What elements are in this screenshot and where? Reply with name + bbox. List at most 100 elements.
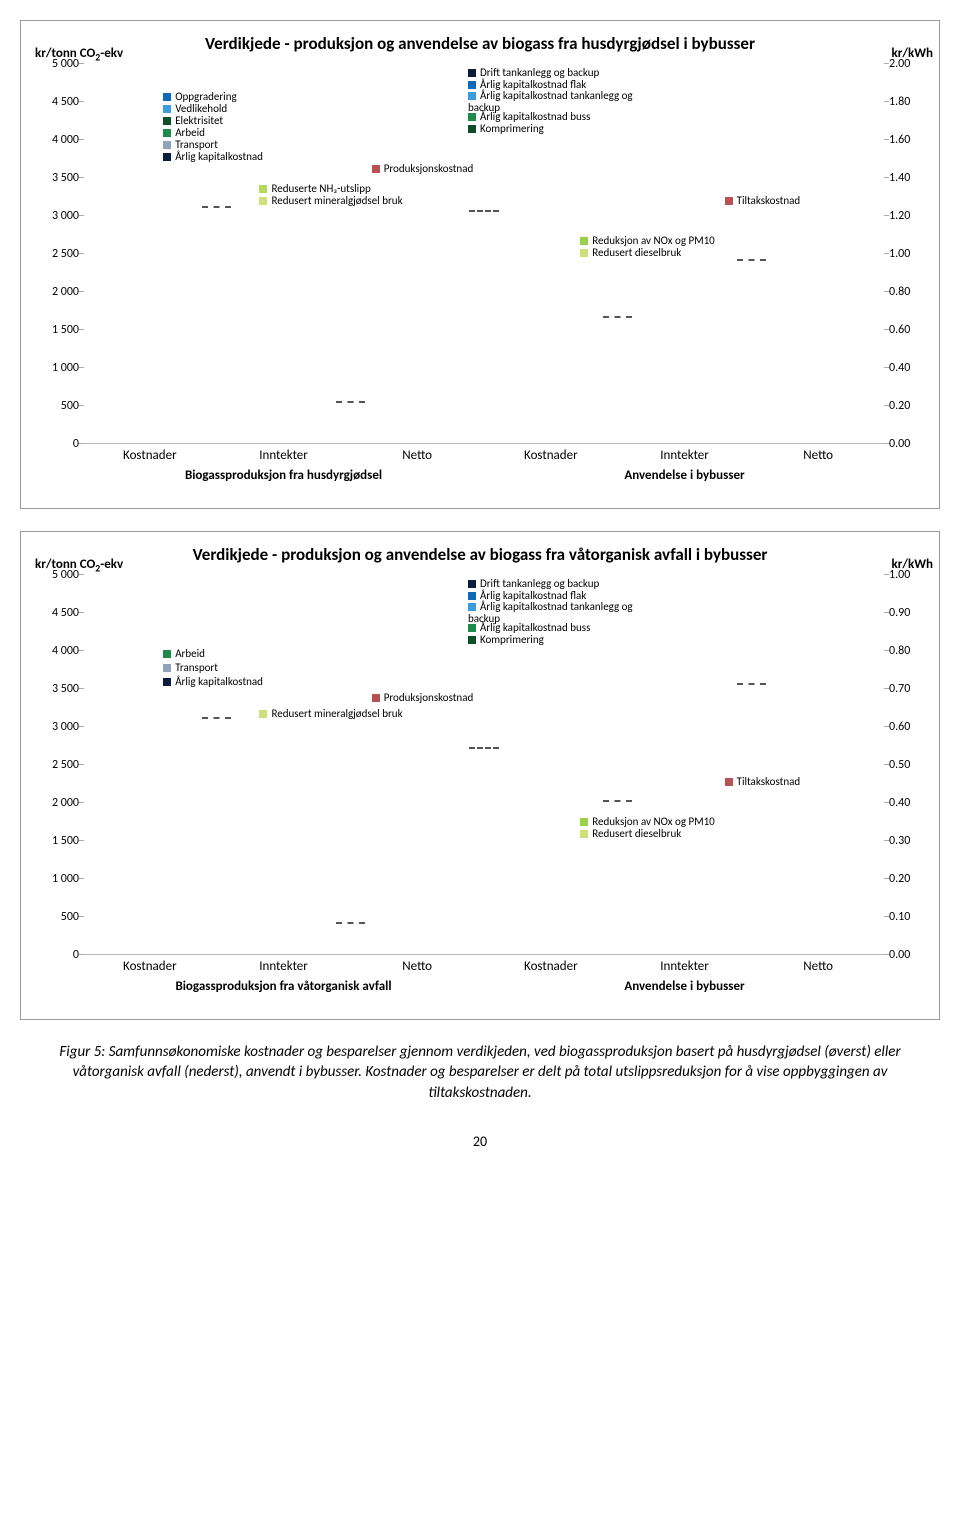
y-tick-right: 1.00 bbox=[889, 247, 931, 261]
legend-swatch bbox=[468, 92, 476, 100]
x-group-label: Anvendelse i bybusser bbox=[624, 979, 744, 994]
connector-line bbox=[603, 800, 632, 802]
y-tick-left: 3 500 bbox=[37, 171, 79, 185]
chart-panel: Verdikjede - produksjon og anvendelse av… bbox=[20, 531, 940, 1020]
x-category-label: Netto bbox=[803, 959, 833, 974]
connector-line bbox=[336, 401, 365, 403]
legend-swatch bbox=[725, 197, 733, 205]
legend-swatch bbox=[468, 125, 476, 133]
legend-swatch bbox=[468, 603, 476, 611]
legend-item: Produksjonskostnad bbox=[372, 691, 474, 704]
legend-swatch bbox=[580, 818, 588, 826]
legend-swatch bbox=[163, 650, 171, 658]
y-tick-left: 5 000 bbox=[37, 57, 79, 71]
y-tick-right: 0.70 bbox=[889, 682, 931, 696]
y-tick-left: 1 500 bbox=[37, 323, 79, 337]
legend-label: Arbeid bbox=[175, 647, 205, 660]
legend-swatch bbox=[468, 624, 476, 632]
x-category-label: Netto bbox=[402, 959, 432, 974]
y-tick-left: 4 500 bbox=[37, 606, 79, 620]
y-tick-right: 0.20 bbox=[889, 872, 931, 886]
connector-line bbox=[202, 717, 231, 719]
y-tick-right: 2.00 bbox=[889, 57, 931, 71]
legend-label: Transport bbox=[175, 661, 218, 674]
chart-title: Verdikjede - produksjon og anvendelse av… bbox=[35, 544, 925, 565]
y-tick-right: 1.40 bbox=[889, 171, 931, 185]
y-tick-right: 0.80 bbox=[889, 285, 931, 299]
y-tick-left: 1 500 bbox=[37, 834, 79, 848]
connector-line bbox=[737, 259, 766, 261]
legend-swatch bbox=[259, 185, 267, 193]
legend-swatch bbox=[468, 580, 476, 588]
legend-label: Redusert mineralgjødsel bruk bbox=[271, 194, 402, 207]
x-category-label: Netto bbox=[803, 448, 833, 463]
legend-swatch bbox=[163, 664, 171, 672]
y-tick-right: 1.00 bbox=[889, 568, 931, 582]
x-category-label: Kostnader bbox=[123, 448, 177, 463]
x-category-label: Netto bbox=[402, 448, 432, 463]
x-category-label: Inntekter bbox=[259, 448, 308, 463]
chart-title: Verdikjede - produksjon og anvendelse av… bbox=[35, 33, 925, 54]
x-group-label: Biogassproduksjon fra husdyrgjødsel bbox=[185, 468, 382, 483]
legend-item: Produksjonskostnad bbox=[372, 162, 474, 175]
y-tick-left: 4 000 bbox=[37, 644, 79, 658]
x-category-label: Kostnader bbox=[123, 959, 177, 974]
legend-label: Tiltakskostnad bbox=[737, 194, 801, 207]
legend-swatch bbox=[468, 113, 476, 121]
y-tick-right: 0.80 bbox=[889, 644, 931, 658]
chart-area: kr/tonn CO2-ekvkr/kWhDrift tankanlegg og… bbox=[83, 64, 885, 494]
legend-item: Årlig kapitalkostnad bbox=[163, 150, 263, 163]
legend-label: Produksjonskostnad bbox=[384, 691, 474, 704]
x-category-label: Inntekter bbox=[259, 959, 308, 974]
x-category-label: Kostnader bbox=[524, 959, 578, 974]
legend-swatch bbox=[725, 778, 733, 786]
connector-line bbox=[336, 922, 365, 924]
legend-swatch bbox=[163, 93, 171, 101]
y-tick-left: 500 bbox=[37, 910, 79, 924]
legend-label: Redusert dieselbruk bbox=[592, 246, 681, 259]
legend-item: Komprimering bbox=[468, 633, 544, 646]
legend-swatch bbox=[163, 129, 171, 137]
legend-swatch bbox=[468, 81, 476, 89]
plot-area: Drift tankanlegg og backupÅrlig kapitalk… bbox=[83, 64, 885, 444]
legend-swatch bbox=[580, 249, 588, 257]
legend-item: Tiltakskostnad bbox=[725, 194, 801, 207]
legend-swatch bbox=[163, 153, 171, 161]
page-number: 20 bbox=[20, 1133, 940, 1150]
legend-swatch bbox=[163, 678, 171, 686]
legend-swatch bbox=[163, 105, 171, 113]
legend-swatch bbox=[468, 592, 476, 600]
legend-label: Redusert dieselbruk bbox=[592, 827, 681, 840]
y-tick-right: 0.00 bbox=[889, 437, 931, 451]
y-tick-left: 0 bbox=[37, 437, 79, 451]
legend-swatch bbox=[468, 636, 476, 644]
legend-label: Produksjonskostnad bbox=[384, 162, 474, 175]
y-tick-left: 1 000 bbox=[37, 872, 79, 886]
legend-swatch bbox=[468, 69, 476, 77]
legend-item: Årlig kapitalkostnad bbox=[163, 675, 263, 688]
x-group-label: Anvendelse i bybusser bbox=[624, 468, 744, 483]
legend-swatch bbox=[580, 237, 588, 245]
y-tick-right: 0.90 bbox=[889, 606, 931, 620]
legend-item: Redusert dieselbruk bbox=[580, 246, 681, 259]
y-tick-left: 2 500 bbox=[37, 758, 79, 772]
y-tick-right: 0.60 bbox=[889, 720, 931, 734]
legend-label: Tiltakskostnad bbox=[737, 775, 801, 788]
y-tick-right: 0.30 bbox=[889, 834, 931, 848]
legend-label: Komprimering bbox=[480, 122, 544, 135]
y-tick-right: 0.00 bbox=[889, 948, 931, 962]
y-tick-left: 5 000 bbox=[37, 568, 79, 582]
y-tick-left: 3 500 bbox=[37, 682, 79, 696]
connector-line bbox=[469, 747, 498, 749]
x-group-label: Biogassproduksjon fra våtorganisk avfall bbox=[175, 979, 391, 994]
y-tick-left: 4 500 bbox=[37, 95, 79, 109]
y-tick-right: 0.40 bbox=[889, 361, 931, 375]
y-tick-left: 500 bbox=[37, 399, 79, 413]
y-tick-right: 0.50 bbox=[889, 758, 931, 772]
x-axis: KostnaderInntekterNettoKostnaderInntekte… bbox=[83, 446, 885, 494]
connector-line bbox=[737, 683, 766, 685]
y-tick-right: 0.60 bbox=[889, 323, 931, 337]
legend-item: Redusert dieselbruk bbox=[580, 827, 681, 840]
y-tick-right: 0.40 bbox=[889, 796, 931, 810]
plot-area: Drift tankanlegg og backupÅrlig kapitalk… bbox=[83, 575, 885, 955]
